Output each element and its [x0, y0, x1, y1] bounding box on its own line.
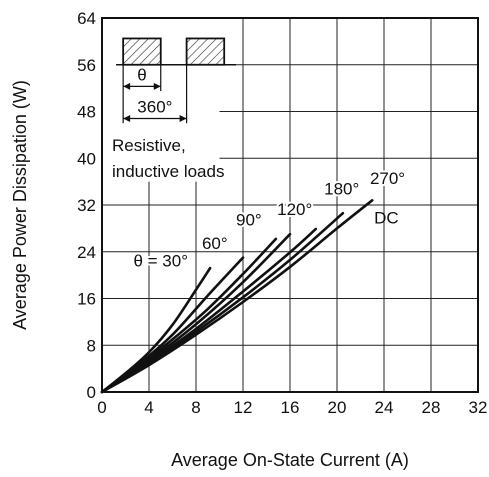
y-tick-label: 48: [77, 103, 96, 122]
x-tick-label: 16: [281, 398, 300, 417]
x-axis-label: Average On-State Current (A): [171, 450, 409, 470]
waveform-inset: θ 360° Resistive, inductive loads: [112, 37, 236, 181]
series-label-1: 60°: [202, 234, 228, 253]
y-tick-label: 24: [77, 243, 96, 262]
y-tick-label: 32: [77, 196, 96, 215]
theta-label: θ: [137, 66, 146, 85]
x-tick-label: 32: [469, 398, 488, 417]
theta-arrow: [123, 82, 161, 90]
series-label-0: θ = 30°: [133, 251, 188, 270]
y-tick-label: 40: [77, 149, 96, 168]
x-tick-label: 20: [328, 398, 347, 417]
period-arrow: [123, 115, 187, 123]
pulse-1: [122, 37, 162, 66]
x-tick-label: 24: [375, 398, 394, 417]
series-label-3: 120°: [277, 200, 312, 219]
y-axis-label: Average Power Dissipation (W): [10, 80, 30, 330]
pulse-2: [185, 37, 226, 66]
series-label-5: 270°: [370, 169, 405, 188]
y-tick-label: 64: [77, 9, 96, 28]
x-tick-label: 28: [422, 398, 441, 417]
load-label-line1: Resistive,: [112, 136, 186, 155]
y-tick-label: 56: [77, 56, 96, 75]
x-tick-label: 4: [144, 398, 153, 417]
series-label-6: DC: [374, 209, 399, 228]
load-label-line2: inductive loads: [112, 162, 224, 181]
y-tick-label: 8: [87, 336, 96, 355]
period-label: 360°: [137, 98, 172, 117]
grid: [102, 18, 478, 392]
plot-frame: [101, 17, 479, 393]
series-label-4: 180°: [324, 179, 359, 198]
x-tick-label: 8: [191, 398, 200, 417]
x-tick-label: 12: [234, 398, 253, 417]
series-label-2: 90°: [236, 210, 262, 229]
curve-6: [100, 199, 374, 394]
series-labels: θ = 30° 60° 90° 120° 180° 270° DC: [131, 167, 407, 272]
series-curves: [100, 199, 374, 394]
y-tick-label: 16: [77, 290, 96, 309]
x-tick-label: 0: [97, 398, 106, 417]
curve-5: [100, 211, 345, 394]
y-tick-label: 0: [87, 383, 96, 402]
